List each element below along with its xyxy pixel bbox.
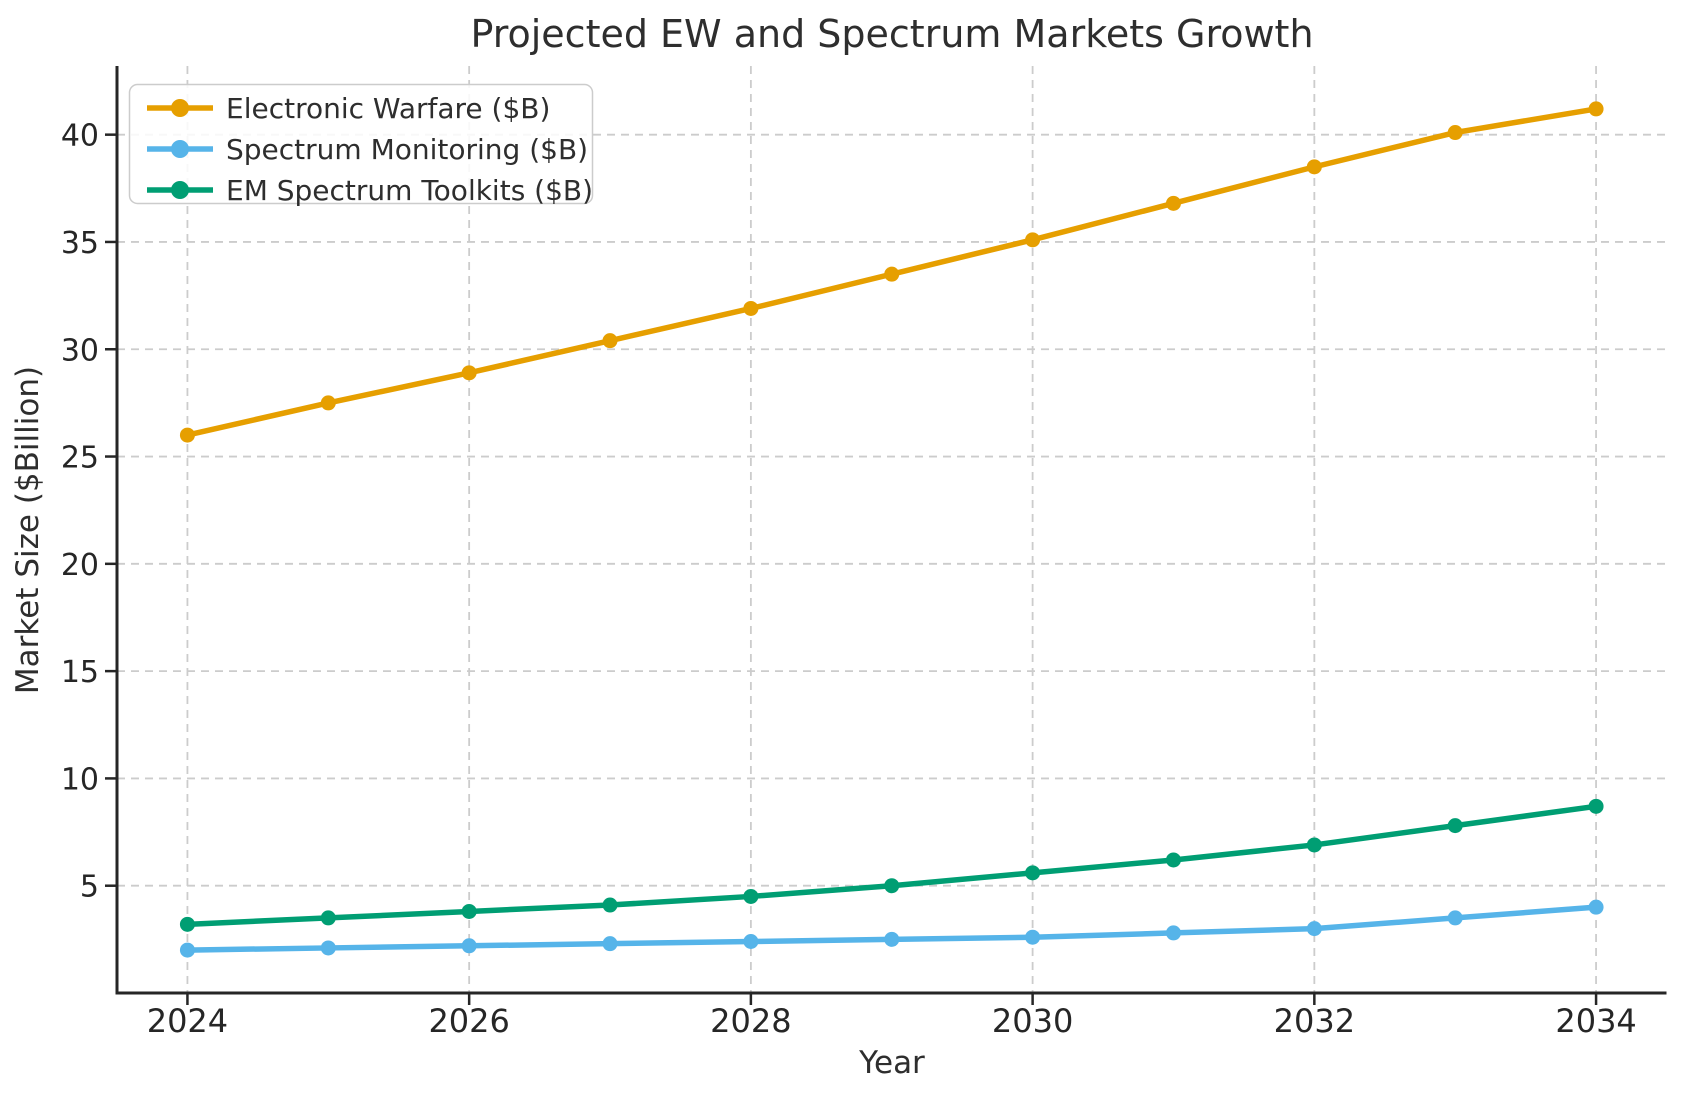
axis-spines bbox=[115, 66, 1667, 995]
data-point-marker bbox=[884, 878, 900, 894]
x-tick-label: 2026 bbox=[428, 1002, 509, 1040]
y-tick-label: 5 bbox=[80, 870, 99, 905]
data-point-marker bbox=[179, 427, 195, 443]
data-point-marker bbox=[884, 266, 900, 282]
data-point-marker bbox=[461, 903, 477, 919]
data-point-marker bbox=[602, 897, 618, 913]
data-point-marker bbox=[1306, 837, 1322, 853]
axis-ticks bbox=[105, 133, 1598, 1005]
data-point-marker bbox=[1588, 899, 1604, 915]
x-tick-label: 2030 bbox=[992, 1002, 1073, 1040]
legend-marker bbox=[171, 99, 189, 117]
legend-marker bbox=[171, 140, 189, 158]
legend-entry: EM Spectrum Toolkits ($B) bbox=[147, 174, 593, 207]
y-tick-label: 35 bbox=[61, 226, 99, 261]
series-2 bbox=[179, 798, 1604, 932]
legend-label: EM Spectrum Toolkits ($B) bbox=[226, 174, 593, 207]
chart-title: Projected EW and Spectrum Markets Growth bbox=[470, 12, 1313, 56]
gridlines bbox=[117, 66, 1667, 993]
legend-label: Electronic Warfare ($B) bbox=[226, 92, 550, 125]
data-point-marker bbox=[179, 916, 195, 932]
y-tick-label: 20 bbox=[61, 548, 99, 583]
data-point-marker bbox=[1306, 159, 1322, 175]
x-tick-label: 2028 bbox=[710, 1002, 791, 1040]
data-point-marker bbox=[1447, 818, 1463, 834]
data-point-marker bbox=[1447, 910, 1463, 926]
x-tick-label: 2024 bbox=[147, 1002, 228, 1040]
legend: Electronic Warfare ($B) Spectrum Monitor… bbox=[128, 83, 594, 207]
x-tick-label: 2032 bbox=[1274, 1002, 1355, 1040]
y-tick-label: 25 bbox=[61, 441, 99, 476]
data-series bbox=[179, 101, 1604, 958]
y-tick-label: 30 bbox=[61, 333, 99, 368]
series-1 bbox=[179, 899, 1604, 958]
data-point-marker bbox=[320, 940, 336, 956]
data-point-marker bbox=[1165, 925, 1181, 941]
tick-labels: 2024 2026 2028 2030 2032 2034 5 10 15 20 25 30 35 40 bbox=[61, 119, 1637, 1040]
series-0 bbox=[179, 101, 1604, 443]
data-point-marker bbox=[1025, 865, 1041, 881]
data-point-marker bbox=[179, 942, 195, 958]
data-point-marker bbox=[1447, 125, 1463, 141]
data-point-marker bbox=[884, 931, 900, 947]
data-point-marker bbox=[461, 938, 477, 954]
y-axis-label: Market Size ($Billion) bbox=[10, 366, 46, 694]
series-line bbox=[184, 803, 1599, 928]
x-tick-label: 2034 bbox=[1555, 1002, 1636, 1040]
data-point-marker bbox=[1025, 232, 1041, 248]
data-point-marker bbox=[743, 300, 759, 316]
y-tick-label: 40 bbox=[61, 119, 99, 154]
y-tick-label: 15 bbox=[61, 655, 99, 690]
data-point-marker bbox=[602, 936, 618, 952]
legend-entry: Spectrum Monitoring ($B) bbox=[147, 133, 588, 166]
data-point-marker bbox=[743, 888, 759, 904]
data-point-marker bbox=[1165, 852, 1181, 868]
data-point-marker bbox=[1025, 929, 1041, 945]
legend-entry: Electronic Warfare ($B) bbox=[147, 92, 550, 125]
data-point-marker bbox=[320, 395, 336, 411]
data-point-marker bbox=[743, 934, 759, 949]
data-point-marker bbox=[320, 910, 336, 926]
data-point-marker bbox=[461, 365, 477, 381]
data-point-marker bbox=[602, 333, 618, 349]
data-point-marker bbox=[1165, 195, 1181, 211]
legend-label: Spectrum Monitoring ($B) bbox=[226, 133, 588, 166]
data-point-marker bbox=[1588, 101, 1604, 117]
data-point-marker bbox=[1306, 921, 1322, 937]
y-tick-label: 10 bbox=[61, 762, 99, 797]
legend-box bbox=[128, 83, 594, 205]
legend-marker bbox=[171, 181, 189, 199]
x-axis-label: Year bbox=[858, 1045, 925, 1081]
data-point-marker bbox=[1588, 798, 1604, 814]
